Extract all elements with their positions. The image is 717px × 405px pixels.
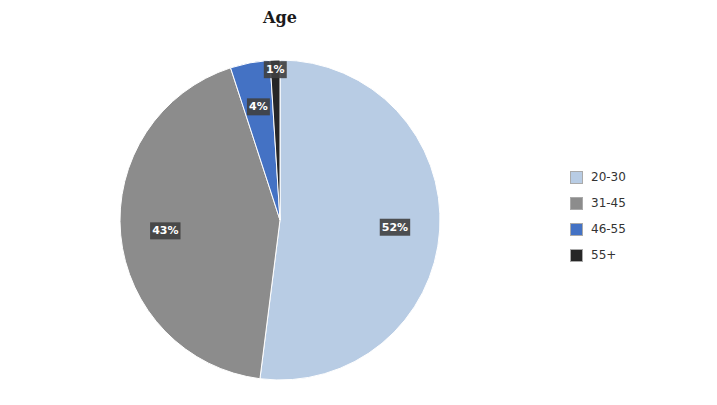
html-text:46-55: 46-55 — [591, 222, 626, 236]
html-text:55+: 55+ — [591, 248, 617, 262]
svg-text:43%: 43% — [152, 224, 178, 237]
html-text:31-45: 31-45 — [591, 196, 626, 210]
svg-text:52%: 52% — [382, 221, 408, 234]
html-text:20-30: 20-30 — [591, 170, 626, 184]
html-text:Age: Age — [263, 8, 297, 27]
svg-text:4%: 4% — [249, 100, 268, 113]
svg-text:1%: 1% — [266, 63, 285, 76]
